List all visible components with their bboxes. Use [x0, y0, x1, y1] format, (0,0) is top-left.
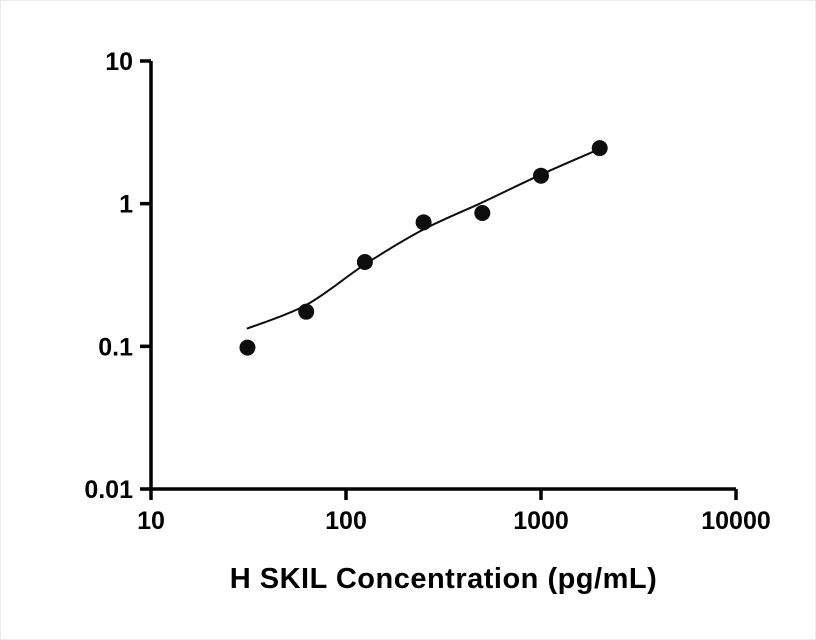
data-point [239, 339, 256, 356]
x-tick-label: 10 [137, 507, 165, 535]
x-tick-label: 100 [325, 507, 367, 535]
y-tick-label: 10 [105, 48, 133, 76]
data-point [591, 140, 608, 157]
data-point [474, 205, 491, 222]
data-point [415, 214, 432, 231]
x-axis-title: H SKIL Concentration (pg/mL) [229, 563, 658, 595]
axis-spines [149, 61, 736, 491]
y-tick-label: 1 [119, 191, 133, 219]
y-tick-label: 0.1 [98, 333, 133, 361]
x-tick-label: 1000 [513, 507, 569, 535]
x-tick-label: 10000 [701, 507, 771, 535]
data-point [533, 167, 549, 184]
data-point [298, 303, 315, 320]
data-point [356, 254, 373, 271]
y-tick-label: 0.01 [84, 476, 133, 504]
